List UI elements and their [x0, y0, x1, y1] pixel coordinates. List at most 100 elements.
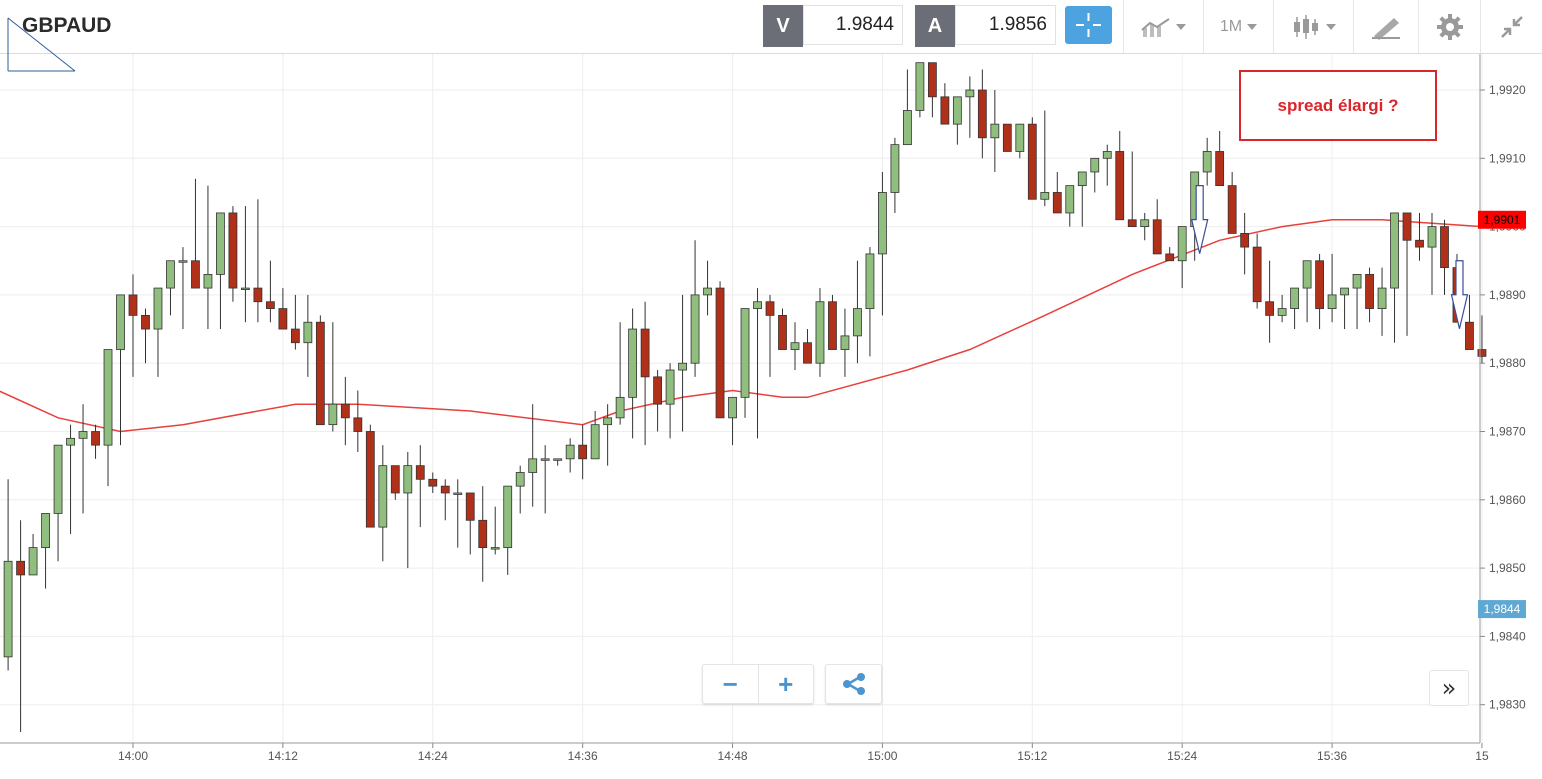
candle[interactable]: [690, 240, 700, 377]
candle[interactable]: [1215, 130, 1225, 187]
candle[interactable]: [878, 171, 887, 316]
candle[interactable]: [303, 294, 313, 377]
candle[interactable]: [453, 479, 463, 548]
candle[interactable]: [440, 479, 450, 521]
candle[interactable]: [915, 62, 925, 118]
candle[interactable]: [740, 308, 750, 418]
candle[interactable]: [665, 363, 675, 439]
candle[interactable]: [1052, 171, 1062, 214]
candle[interactable]: [1340, 287, 1349, 330]
candle[interactable]: [153, 287, 163, 377]
candle[interactable]: [128, 274, 138, 377]
candle[interactable]: [116, 294, 125, 446]
candle[interactable]: [753, 288, 762, 439]
candle[interactable]: [803, 329, 812, 364]
candle[interactable]: [1027, 117, 1037, 200]
candle[interactable]: [528, 404, 538, 507]
candle[interactable]: [615, 322, 625, 425]
sell-price[interactable]: 1.9844: [803, 5, 903, 45]
candle[interactable]: [1227, 171, 1237, 234]
candle[interactable]: [715, 281, 725, 419]
collapse-button[interactable]: [1480, 0, 1542, 53]
candle[interactable]: [91, 424, 100, 459]
candle[interactable]: [1402, 212, 1412, 336]
candle[interactable]: [927, 62, 937, 118]
candle[interactable]: [728, 396, 737, 446]
candle[interactable]: [628, 308, 638, 439]
candle[interactable]: [1140, 212, 1150, 241]
candle[interactable]: [428, 472, 438, 493]
scroll-end-button[interactable]: »: [1429, 670, 1469, 706]
candle[interactable]: [1427, 212, 1437, 295]
chart-type-button[interactable]: [1273, 0, 1353, 53]
candle[interactable]: [103, 349, 113, 487]
candle[interactable]: [1265, 260, 1275, 343]
candle[interactable]: [840, 308, 850, 377]
candle[interactable]: [1377, 267, 1387, 336]
candle[interactable]: [678, 294, 687, 432]
candle[interactable]: [490, 506, 500, 555]
candle[interactable]: [1252, 233, 1262, 309]
candle[interactable]: [178, 247, 188, 330]
candle[interactable]: [1277, 294, 1287, 323]
candle[interactable]: [1415, 212, 1424, 261]
symbol-title[interactable]: GBPAUD: [22, 14, 112, 37]
candle[interactable]: [1065, 185, 1075, 227]
candle[interactable]: [640, 301, 650, 446]
candle[interactable]: [278, 288, 288, 330]
candle[interactable]: [365, 424, 375, 528]
candle[interactable]: [353, 390, 363, 452]
settings-button[interactable]: [1418, 0, 1480, 53]
candle[interactable]: [1390, 212, 1399, 343]
candle[interactable]: [403, 451, 413, 569]
candle[interactable]: [1365, 267, 1374, 323]
timeframe-button[interactable]: 1M: [1203, 0, 1273, 53]
candle[interactable]: [1477, 315, 1487, 364]
zoom-out-button[interactable]: −: [722, 668, 738, 699]
indicators-button[interactable]: [1123, 0, 1203, 53]
candle[interactable]: [141, 308, 150, 364]
candle[interactable]: [1240, 212, 1250, 275]
candle[interactable]: [703, 260, 712, 316]
candle[interactable]: [940, 83, 950, 125]
candle[interactable]: [503, 485, 513, 575]
candle[interactable]: [1165, 247, 1175, 262]
candle[interactable]: [1177, 226, 1187, 289]
share-button[interactable]: [825, 664, 882, 704]
candle[interactable]: [1102, 144, 1112, 186]
candle[interactable]: [1115, 130, 1125, 221]
candle[interactable]: [1440, 219, 1449, 295]
candle[interactable]: [28, 533, 38, 576]
candle[interactable]: [415, 445, 425, 528]
candle[interactable]: [1127, 151, 1137, 228]
candle[interactable]: [16, 520, 25, 733]
candle[interactable]: [253, 199, 263, 323]
drawing-tools-button[interactable]: [1353, 0, 1418, 53]
candle[interactable]: [565, 438, 575, 473]
candle[interactable]: [1327, 253, 1337, 323]
candle[interactable]: [965, 76, 975, 138]
candle[interactable]: [828, 294, 837, 350]
candle[interactable]: [1315, 253, 1324, 330]
candle[interactable]: [778, 308, 787, 350]
candle[interactable]: [1077, 171, 1087, 227]
candle[interactable]: [1465, 294, 1474, 350]
candle[interactable]: [853, 260, 862, 364]
buy-label[interactable]: A: [915, 5, 955, 47]
zoom-in-button[interactable]: +: [757, 665, 814, 703]
sell-label[interactable]: V: [763, 5, 803, 47]
candle[interactable]: [53, 444, 63, 562]
candle[interactable]: [191, 178, 200, 289]
candle[interactable]: [78, 404, 88, 514]
candle[interactable]: [378, 445, 388, 562]
candle[interactable]: [977, 69, 987, 159]
candle[interactable]: [540, 445, 550, 514]
candle[interactable]: [952, 96, 962, 145]
candle[interactable]: [241, 206, 250, 323]
candle[interactable]: [515, 465, 525, 514]
candle[interactable]: [590, 411, 600, 460]
candle[interactable]: [478, 486, 488, 582]
crosshair-button[interactable]: [1065, 6, 1112, 44]
candle[interactable]: [290, 294, 300, 350]
candle[interactable]: [465, 492, 475, 555]
